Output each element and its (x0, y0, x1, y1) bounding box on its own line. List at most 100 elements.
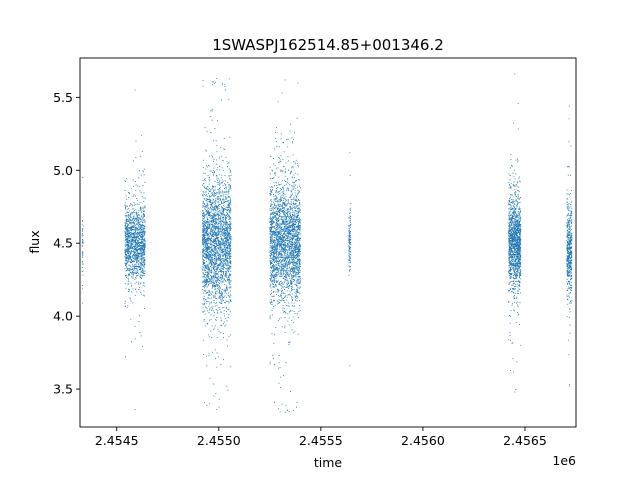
data-point (206, 230, 208, 232)
data-point (283, 300, 285, 302)
data-point (282, 249, 284, 250)
data-point (213, 216, 215, 217)
data-point (228, 262, 230, 264)
data-point (217, 224, 219, 226)
data-point (227, 248, 229, 250)
data-point (209, 281, 211, 282)
data-point (281, 210, 283, 211)
data-point (288, 169, 290, 171)
data-point (132, 270, 134, 271)
data-point (226, 300, 228, 302)
data-point (225, 184, 227, 186)
data-point (217, 166, 219, 168)
data-point (82, 302, 84, 304)
data-point (293, 198, 295, 200)
data-point (215, 269, 217, 270)
data-point (218, 254, 220, 256)
data-point (213, 195, 215, 197)
data-point (135, 244, 137, 246)
data-point (211, 275, 213, 277)
data-point (213, 214, 215, 215)
data-point (272, 270, 274, 272)
data-point (127, 220, 129, 222)
data-point (129, 274, 130, 276)
data-point (292, 276, 294, 278)
data-point (219, 210, 220, 212)
data-point (210, 301, 212, 303)
data-point (208, 293, 210, 295)
data-point (209, 200, 211, 202)
data-point (221, 292, 223, 294)
data-point (219, 290, 221, 292)
data-point (280, 237, 282, 239)
data-point (208, 192, 209, 194)
data-point (140, 277, 141, 279)
data-point (279, 254, 281, 256)
data-point (202, 222, 204, 224)
data-point (206, 268, 208, 270)
data-point (134, 210, 135, 212)
data-point (132, 195, 134, 197)
data-point (218, 158, 220, 160)
data-point (219, 169, 221, 171)
data-point (138, 237, 139, 239)
data-point (222, 262, 224, 264)
data-point (229, 279, 231, 281)
data-point (212, 219, 214, 221)
data-point (216, 206, 218, 208)
data-point (229, 241, 231, 243)
data-point (220, 259, 222, 261)
data-point (228, 231, 230, 233)
data-point (205, 256, 207, 258)
data-point (139, 239, 141, 240)
data-point (220, 279, 222, 281)
data-point (218, 227, 220, 229)
data-point (277, 200, 279, 202)
data-point (224, 284, 226, 286)
data-point (125, 231, 127, 233)
data-point (208, 246, 210, 248)
data-point (280, 249, 282, 251)
data-point (215, 215, 217, 217)
data-point (291, 320, 293, 321)
data-point (205, 307, 207, 309)
data-point (285, 265, 287, 267)
data-point (211, 250, 213, 252)
data-point (230, 170, 232, 172)
data-point (293, 305, 295, 307)
data-point (223, 231, 225, 233)
data-point (142, 222, 143, 224)
data-point (286, 262, 288, 264)
data-point (299, 260, 301, 262)
data-point (223, 247, 225, 249)
data-point (133, 227, 135, 229)
data-point (227, 242, 229, 244)
data-point (227, 205, 229, 207)
data-point (294, 241, 296, 243)
data-point (226, 206, 228, 208)
data-point (228, 251, 230, 253)
data-point (228, 292, 230, 294)
data-point (230, 295, 232, 297)
data-point (283, 151, 285, 153)
data-point (215, 213, 217, 215)
data-point (223, 306, 225, 308)
data-point (127, 248, 129, 250)
data-point (216, 245, 218, 246)
data-point (209, 245, 211, 247)
data-point (216, 235, 218, 237)
data-point (212, 208, 214, 210)
data-point (127, 242, 129, 244)
data-point (223, 233, 224, 235)
data-point (220, 231, 222, 233)
data-point (131, 247, 133, 249)
data-point (131, 233, 133, 235)
data-point (217, 198, 219, 200)
data-point (270, 213, 272, 215)
data-point (218, 398, 220, 400)
data-point (206, 276, 208, 278)
data-point (141, 266, 143, 268)
data-point (221, 225, 223, 227)
data-point (129, 247, 131, 249)
data-point (213, 245, 215, 247)
